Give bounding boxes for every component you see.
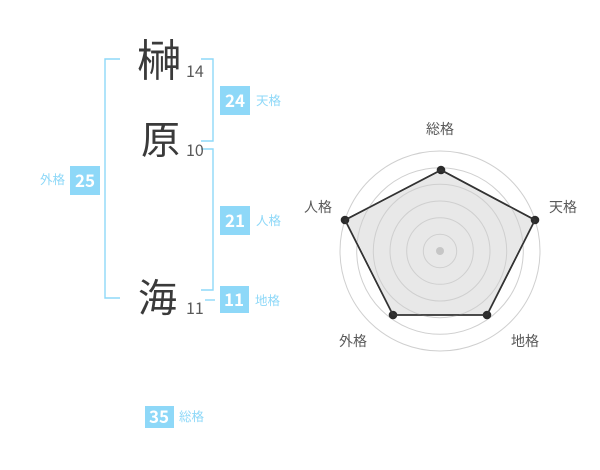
svg-text:地格: 地格 [255,290,281,309]
svg-text:原: 原 [141,110,180,166]
svg-text:天格: 天格 [549,197,577,217]
svg-text:14: 14 [186,58,204,82]
svg-text:総格: 総格 [426,119,454,139]
svg-text:人格: 人格 [304,197,332,217]
svg-text:総格: 総格 [179,406,205,425]
svg-text:外格: 外格 [339,331,367,351]
svg-text:11: 11 [186,295,204,319]
svg-text:海: 海 [138,268,177,324]
svg-text:35: 35 [149,403,169,428]
svg-text:24: 24 [225,87,245,112]
svg-text:25: 25 [75,167,95,192]
svg-text:榊: 榊 [137,25,181,89]
svg-text:10: 10 [186,137,204,161]
svg-text:天格: 天格 [256,90,282,109]
svg-text:人格: 人格 [256,210,282,229]
svg-text:11: 11 [224,286,244,311]
svg-text:21: 21 [225,207,245,232]
svg-text:外格: 外格 [40,169,66,188]
svg-text:地格: 地格 [511,331,539,351]
